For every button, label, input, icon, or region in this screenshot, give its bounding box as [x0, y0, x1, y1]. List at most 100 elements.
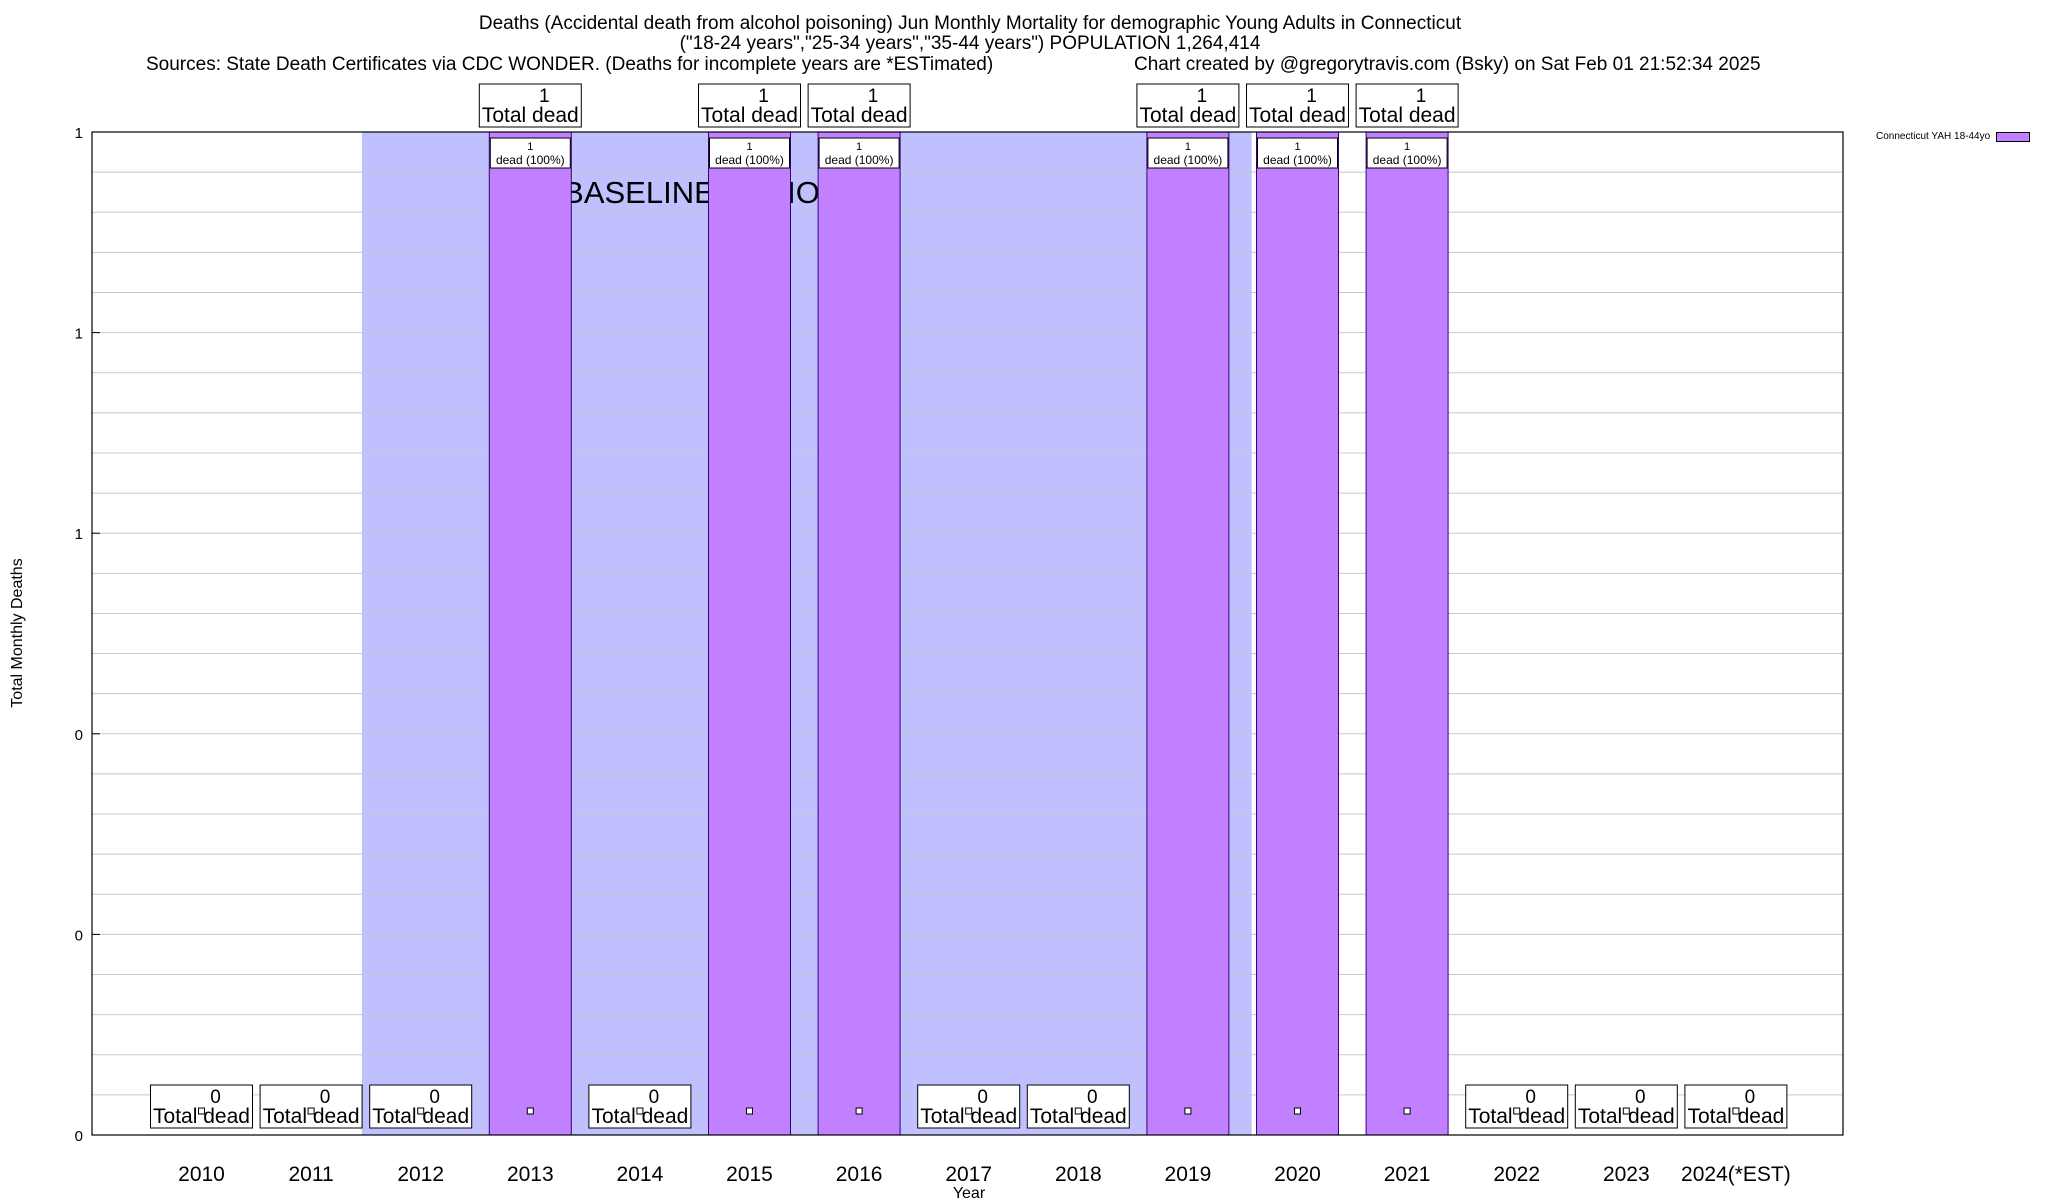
total-label-box [478, 83, 582, 128]
y-tick-label: 1 [75, 526, 83, 543]
bar-label-text: dead (100%) [1154, 153, 1223, 167]
total-label-text: Total dead [1030, 1105, 1127, 1128]
y-axis-label: Total Monthly Deaths [9, 558, 26, 707]
bar [1146, 131, 1230, 1136]
total-label-text: Total dead [1687, 1105, 1784, 1128]
bar-label-value: 1 [1185, 141, 1191, 153]
x-tick-label: 2023 [1603, 1163, 1650, 1186]
bar-label-text: dead (100%) [1373, 153, 1442, 167]
y-tick-label: 1 [75, 125, 83, 142]
total-label-box [1574, 1084, 1678, 1129]
bar [488, 131, 572, 1136]
x-marker [198, 1107, 205, 1115]
y-tick-label: 1 [75, 326, 83, 343]
total-label-value: 1 [868, 86, 879, 107]
baseline-period-label: BASELINE PERIOD [563, 175, 842, 210]
total-label-box [1355, 83, 1459, 128]
x-tick-label: 2017 [945, 1163, 992, 1186]
total-label-box [150, 1084, 253, 1129]
bar-label-box [1147, 137, 1229, 169]
total-label-value: 1 [758, 86, 769, 107]
total-label-text: Total dead [1139, 104, 1236, 127]
total-label-box [1684, 1084, 1788, 1129]
total-label-box [1136, 83, 1240, 128]
legend-swatch [1996, 131, 2031, 142]
chart-subtitle: ("18-24 years","25-34 years","35-44 year… [679, 33, 1261, 54]
total-label-box [1246, 83, 1349, 128]
x-tick-label: 2014 [617, 1163, 664, 1186]
x-marker [1513, 1107, 1521, 1115]
bar-label-box [818, 137, 900, 169]
legend: Connecticut YAH 18-44yo [1876, 131, 2031, 142]
x-marker [526, 1107, 534, 1115]
total-label-text: Total dead [920, 1105, 1017, 1128]
total-label-value: 0 [1525, 1087, 1536, 1108]
chart-title: Deaths (Accidental death from alcohol po… [478, 13, 1462, 34]
x-tick-label: 2012 [397, 1163, 444, 1186]
total-label-box [588, 1084, 692, 1129]
bar-label-value: 1 [856, 141, 862, 153]
x-tick-label: 2022 [1493, 1163, 1540, 1186]
total-label-text: Total dead [701, 104, 798, 127]
bar-label-value: 1 [746, 141, 752, 153]
x-axis-label: Year [953, 1185, 986, 1200]
x-marker [307, 1107, 315, 1115]
bar-label-value: 1 [1404, 141, 1410, 153]
bar-label-text: dead (100%) [825, 153, 894, 167]
bar [708, 131, 791, 1136]
total-label-value: 1 [1306, 86, 1317, 107]
total-label-box [1026, 1084, 1130, 1129]
bar [1365, 131, 1449, 1136]
x-tick-label: 2018 [1055, 1163, 1102, 1186]
x-tick-label: 2015 [726, 1163, 773, 1186]
x-tick-label: 2016 [836, 1163, 883, 1186]
x-marker [1622, 1107, 1630, 1115]
total-label-box [807, 83, 911, 128]
total-label-value: 0 [1635, 1087, 1646, 1108]
x-tick-label: 2011 [289, 1163, 334, 1186]
x-tick-label: 2010 [178, 1163, 225, 1186]
total-label-value: 1 [539, 86, 550, 107]
bar [817, 131, 901, 1136]
total-label-box [1465, 1084, 1569, 1129]
chart-sources: Sources: State Death Certificates via CD… [146, 54, 994, 75]
total-label-text: Total dead [591, 1105, 688, 1128]
chart-credit: Chart created by @gregorytravis.com (Bsk… [1134, 54, 1761, 75]
total-label-box [369, 1084, 473, 1129]
x-marker [1074, 1107, 1082, 1115]
x-tick-label: 2024(*EST) [1681, 1163, 1791, 1186]
x-marker [1732, 1107, 1740, 1115]
bar-label-box [1366, 137, 1448, 169]
bar-label-value: 1 [1294, 141, 1300, 153]
bar-label-text: dead (100%) [496, 153, 565, 167]
total-label-value: 0 [1087, 1087, 1098, 1108]
total-label-text: Total dead [811, 104, 908, 127]
x-marker [1403, 1107, 1411, 1115]
total-label-text: Total dead [482, 104, 579, 127]
x-marker [746, 1107, 753, 1115]
x-marker [417, 1107, 425, 1115]
x-marker [636, 1107, 644, 1115]
x-marker [1184, 1107, 1192, 1115]
x-marker [965, 1107, 973, 1115]
x-tick-label: 2020 [1274, 1163, 1321, 1186]
total-label-text: Total dead [263, 1105, 360, 1128]
bar-label-text: dead (100%) [715, 153, 784, 167]
chart-title-block: Deaths (Accidental death from alcohol po… [0, 14, 1940, 54]
total-label-value: 0 [320, 1087, 331, 1108]
total-label-value: 0 [210, 1087, 221, 1108]
total-label-text: Total dead [372, 1105, 469, 1128]
y-tick-label: 0 [75, 1128, 83, 1145]
total-label-value: 0 [1745, 1087, 1756, 1108]
x-marker [1294, 1107, 1301, 1115]
y-tick-label: 0 [75, 727, 83, 744]
x-tick-label: 2019 [1165, 1163, 1212, 1186]
bar-label-box [1257, 137, 1338, 169]
total-label-text: Total dead [1578, 1105, 1675, 1128]
total-label-box [917, 1084, 1021, 1129]
total-label-text: Total dead [153, 1105, 250, 1128]
total-label-value: 1 [1416, 86, 1427, 107]
bar [1256, 131, 1339, 1136]
x-marker [855, 1107, 863, 1115]
